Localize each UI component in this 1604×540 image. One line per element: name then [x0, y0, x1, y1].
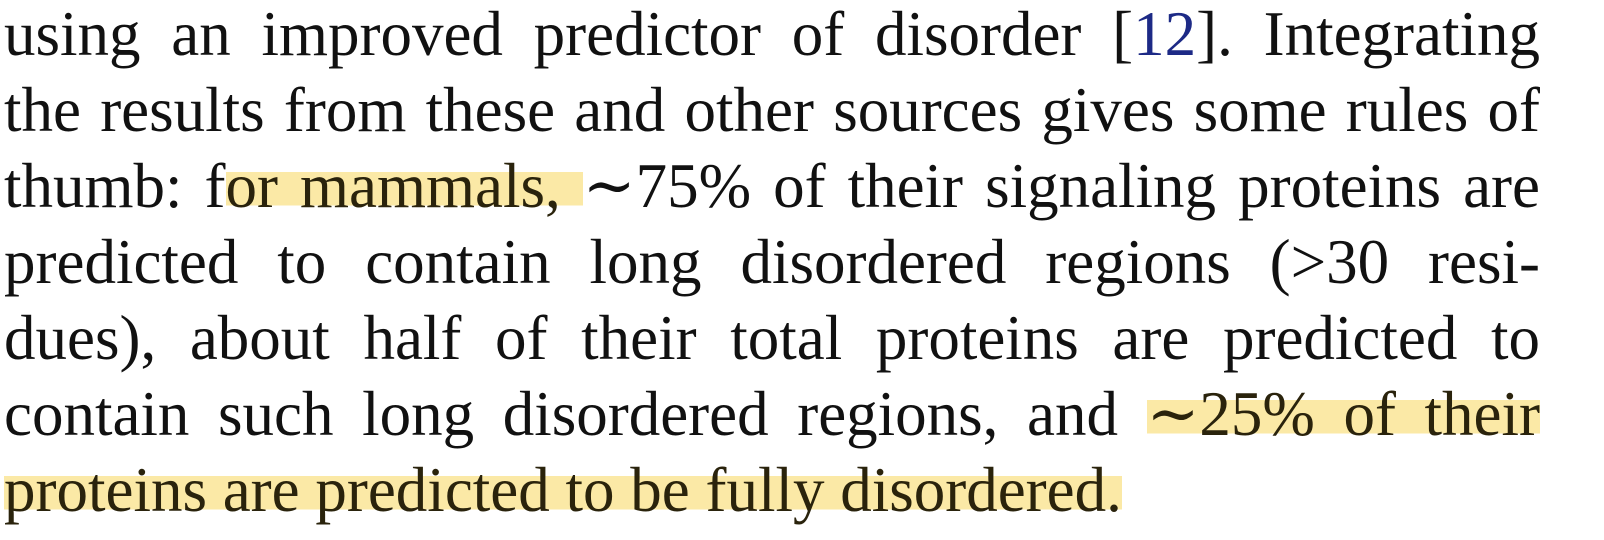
text-line-7: proteins are predicted to be fully disor…	[4, 452, 1540, 528]
citation-link[interactable]: 12	[1133, 0, 1197, 69]
text-line-6: contain such long disordered regions, an…	[4, 376, 1540, 452]
text-line-1: using an improved predictor of disorder …	[4, 0, 1540, 72]
text-line-3: thumb: for mammals, ∼75% of their signal…	[4, 148, 1540, 224]
highlighted-text: proteins are predicted to be fully disor…	[4, 455, 1122, 525]
text: using an improved predictor of disorder …	[4, 0, 1134, 69]
text-line-2: the results from these and other sources…	[4, 75, 1540, 145]
highlighted-text: or mammals,	[225, 151, 583, 221]
text: ]. Integrating	[1196, 0, 1540, 69]
text: contain such long disordered regions, an…	[4, 379, 1147, 449]
document-text: using an improved predictor of disorder …	[4, 0, 1540, 528]
text: ∼75% of their signaling proteins are	[582, 151, 1540, 221]
text: thumb: f	[4, 151, 226, 221]
highlighted-text: ∼25% of their	[1146, 379, 1540, 449]
text-line-5: dues), about half of their total protein…	[4, 303, 1540, 373]
text-line-4: predicted to contain long disordered reg…	[4, 227, 1540, 297]
